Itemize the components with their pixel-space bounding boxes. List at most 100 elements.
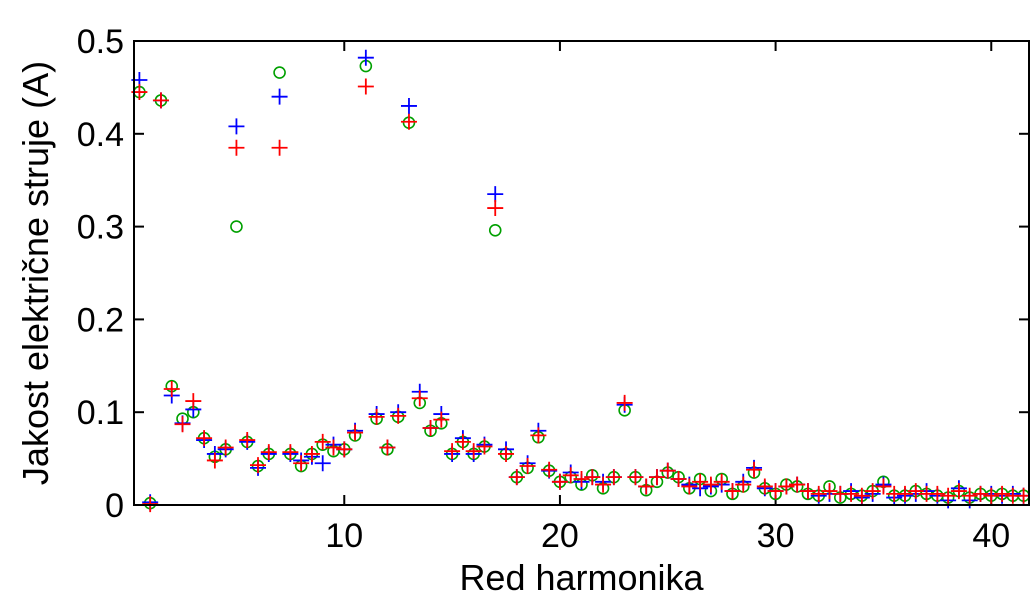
data-point [293,455,310,472]
data-point [357,78,374,95]
data-point [551,473,568,490]
y-tick-label: 0 [105,487,124,525]
data-point [541,461,558,478]
data-point [163,381,180,397]
data-point [196,430,213,447]
data-point [735,476,752,493]
data-point [433,411,450,428]
data-point [627,469,644,486]
data-point [929,485,946,502]
y-tick-label: 0.2 [77,301,124,339]
data-point [271,139,288,156]
data-point [573,471,590,488]
data-point [799,483,816,500]
data-point [756,478,773,495]
data-point [746,461,763,478]
x-tick-label: 10 [325,517,363,555]
data-point [767,483,784,500]
series-3 [131,78,1030,513]
data-point [487,200,504,217]
data-point [508,469,525,486]
data-point [379,439,396,456]
data-point [853,487,870,504]
data-point [217,439,234,456]
x-axis-title: Red harmonika [459,557,704,598]
data-point [778,478,795,495]
data-point [907,483,924,500]
data-point [185,393,202,410]
data-point [864,483,881,500]
data-point [681,478,698,495]
y-tick-label: 0.5 [77,23,124,61]
data-point [282,444,299,461]
data-point [488,224,502,237]
y-tick-label: 0.1 [77,394,124,432]
x-tick-label: 40 [972,517,1010,555]
data-point [530,427,547,444]
y-tick-label: 0.3 [77,209,124,247]
data-point [562,467,579,484]
data-point [228,118,245,135]
x-tick-label: 20 [541,517,579,555]
data-point [519,458,536,475]
data-point [605,469,622,486]
data-point [303,445,320,462]
data-point [498,445,515,462]
y-tick-label: 0.4 [77,116,124,154]
data-point [465,443,482,460]
data-point [789,476,806,493]
data-point [983,487,1000,504]
data-point [595,476,612,493]
data-point [476,438,493,455]
data-point [659,462,676,479]
data-point [271,88,288,105]
data-point [314,455,331,472]
data-point [616,394,633,411]
data-point [950,483,967,500]
data-point [584,469,601,486]
data-point [273,66,286,79]
data-point [487,186,504,203]
data-point [206,452,223,469]
data-point [250,457,267,474]
data-point [713,473,730,490]
data-point [843,485,860,502]
data-point [314,433,331,450]
data-point [454,433,471,450]
data-point [692,473,709,490]
data-point [994,485,1011,502]
data-point [638,478,655,495]
data-point [336,441,353,458]
data-point [368,408,385,425]
data-point [260,444,277,461]
data-point [390,407,407,424]
data-series [131,49,1030,513]
data-point [357,49,374,66]
data-point [961,487,978,504]
data-point [702,476,719,493]
plot-frame [133,40,1030,506]
data-point [400,113,417,130]
data-point [896,485,913,502]
data-point [670,471,687,488]
data-point [239,432,256,449]
data-point [400,97,417,114]
data-point [228,139,245,156]
data-point [422,419,439,436]
data-point [230,220,243,233]
data-point [174,416,191,433]
data-point [821,483,838,500]
data-point [940,487,957,504]
x-tick-label: 30 [757,517,795,555]
y-axis-title: Jakost električne struje (A) [15,61,56,485]
data-point [875,478,892,495]
data-point [411,390,428,407]
data-point [724,483,741,500]
data-point [325,439,342,456]
data-point [972,485,989,502]
data-point [648,469,665,486]
data-point [810,485,827,502]
axis-tick-labels: 0 0.1 0.2 0.3 0.4 0.5 10 20 30 40 [77,23,1010,555]
